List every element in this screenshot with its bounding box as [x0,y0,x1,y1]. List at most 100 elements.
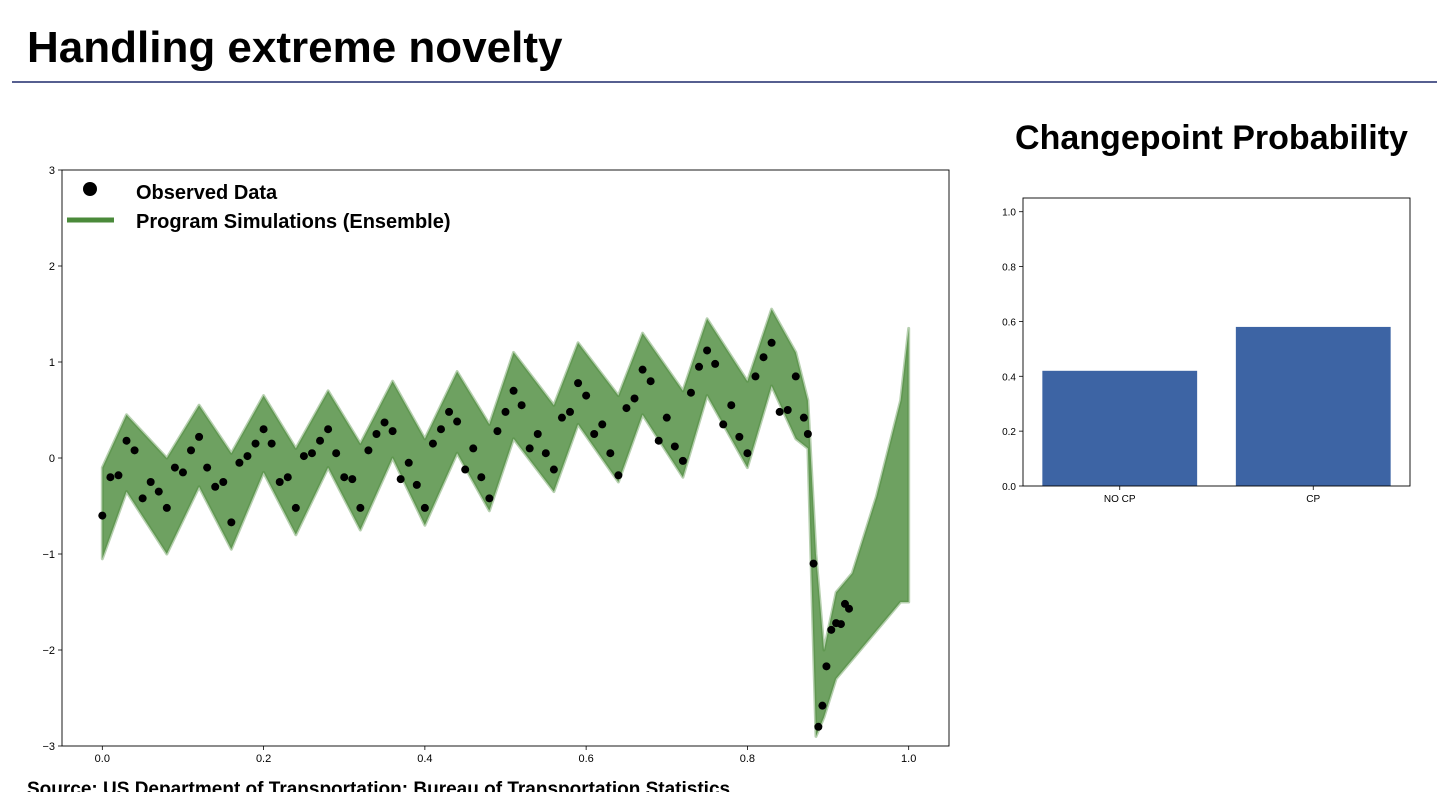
data-point [445,407,454,416]
data-point [388,427,397,436]
source-note: Source: US Department of Transportation:… [27,779,730,792]
data-point [630,394,639,403]
data-point [622,404,631,413]
data-point [695,362,704,371]
legend-label: Program Simulations (Ensemble) [136,211,451,233]
data-point [509,386,518,395]
data-point [614,471,623,480]
x-tick-label: 0.0 [95,753,110,765]
data-point [187,446,196,455]
data-point [299,452,308,461]
data-point [533,430,542,438]
data-point [106,473,115,482]
data-point [525,444,534,453]
data-point [719,420,728,429]
y-tick-label: −2 [42,645,55,657]
y-tick-label: −1 [42,549,55,561]
data-point [759,353,768,362]
data-point [267,439,276,448]
data-point [654,436,663,445]
x-tick-label: 0.4 [417,753,432,765]
slide-title: Handling extreme novelty [27,23,563,72]
data-point [493,427,502,436]
x-tick-label: 1.0 [901,753,916,765]
bar [1042,370,1198,486]
data-point [541,449,550,458]
data-point [517,401,526,410]
bar [1235,326,1391,486]
data-point [154,487,163,496]
data-point [227,518,236,527]
data-point [195,432,204,441]
data-point [348,475,357,484]
y-tick-label: 2 [49,261,55,273]
y-tick-label: 3 [49,165,55,177]
chart-title: Changepoint Probability [1015,119,1408,157]
data-point [469,444,478,453]
legend-swatch [83,182,97,196]
data-point [775,407,784,416]
data-point [461,465,470,474]
data-point [332,449,341,458]
data-point [146,478,155,486]
data-point [582,391,591,400]
data-point [122,436,131,445]
data-point [799,413,808,422]
data-point [162,503,171,512]
data-point [356,503,365,512]
data-point [412,480,421,489]
data-point [130,446,139,455]
data-point [678,456,687,465]
data-point [178,468,187,477]
data-point [845,604,854,613]
x-tick-label: 0.8 [740,753,755,765]
data-point [818,701,827,710]
y-tick-label: 1.0 [1002,208,1016,219]
data-point [557,413,566,422]
y-tick-label: 0 [49,453,55,465]
data-point [686,388,695,397]
data-point [291,503,300,512]
ensemble-band [100,307,911,738]
data-point [251,439,260,448]
y-tick-label: 0.8 [1002,263,1016,274]
data-point [598,420,607,429]
data-point [283,473,292,482]
data-point [646,377,655,386]
legend-label: Observed Data [136,182,278,204]
data-point [219,478,228,486]
data-point [485,494,494,503]
data-point [380,418,389,427]
data-point [703,346,712,355]
data-point [170,463,179,472]
data-point [211,482,220,491]
data-point [566,407,575,416]
data-point [727,401,736,410]
data-point [364,446,373,455]
data-point [735,432,744,441]
data-point [372,430,381,438]
data-point [638,365,647,374]
data-point [501,407,510,416]
data-point [767,338,776,347]
data-point [98,511,107,520]
data-point [743,449,752,458]
y-tick-label: 1 [49,357,55,369]
data-point [574,379,583,388]
data-point [203,463,212,472]
data-point [138,494,147,503]
data-point [662,413,671,422]
data-point [420,503,429,512]
data-point [751,372,760,381]
y-tick-label: 0.4 [1002,372,1016,383]
data-point [836,620,845,629]
data-point [606,449,615,458]
data-point [477,473,486,482]
data-point [453,417,462,426]
x-tick-label: 0.6 [578,753,593,765]
data-point [827,625,836,634]
data-point [791,372,800,381]
x-tick-label: 0.2 [256,753,271,765]
data-point [436,425,445,434]
